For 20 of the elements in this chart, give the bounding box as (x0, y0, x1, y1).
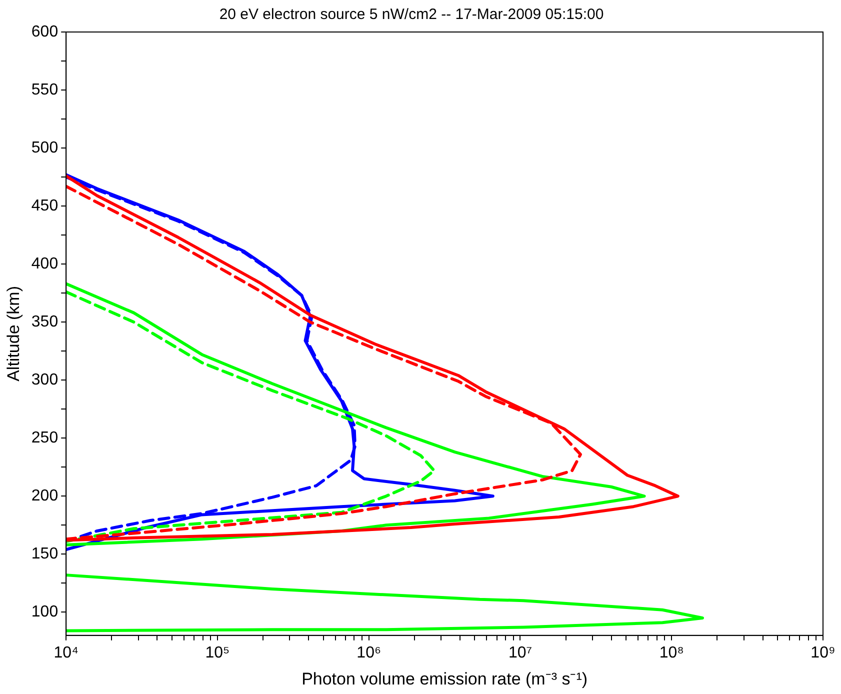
y-tick-label: 500 (31, 139, 58, 156)
x-tick-label: 10⁴ (54, 644, 79, 662)
y-tick-label: 150 (31, 546, 58, 563)
y-tick-label: 100 (31, 604, 58, 621)
x-tick-label: 10⁵ (205, 644, 230, 662)
x-tick-label: 10⁶ (356, 644, 382, 662)
x-tick-label: 10⁹ (810, 644, 836, 662)
y-tick-label: 550 (31, 81, 58, 98)
y-tick-label: 450 (31, 197, 58, 214)
chart-title: 20 eV electron source 5 nW/cm2 -- 17-Mar-2009 05:15:00 (219, 6, 604, 24)
y-tick-label: 350 (31, 314, 58, 330)
y-tick-label: 200 (31, 488, 58, 505)
x-axis-title: Photon volume emission rate (m⁻³ s⁻¹) (302, 669, 588, 688)
y-tick-label: 250 (31, 430, 58, 447)
x-tick-label: 10⁷ (508, 644, 532, 662)
y-axis-title: Altitude (km) (4, 286, 23, 382)
y-tick-label: 600 (31, 23, 58, 40)
x-tick-label: 10⁸ (659, 644, 684, 662)
y-tick-label: 300 (31, 372, 58, 389)
y-tick-label: 400 (31, 255, 58, 272)
